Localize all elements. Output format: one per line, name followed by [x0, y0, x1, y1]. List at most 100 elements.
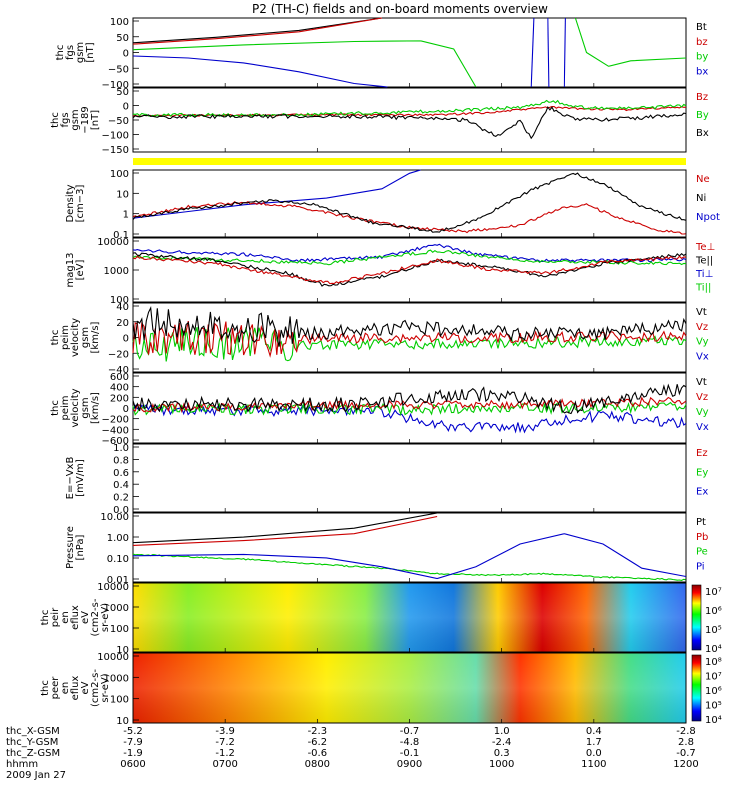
legend-entry: Vz — [696, 392, 708, 403]
x-tick-value: 1100 — [581, 759, 606, 770]
y-tick-label: 100 — [110, 624, 129, 635]
colorbar-tick-label: 10⁶ — [705, 686, 722, 697]
y-axis-label: peim — [60, 395, 71, 420]
spectrogram-shade — [133, 653, 686, 723]
colorbar-tick-label: 10⁴ — [705, 644, 722, 655]
y-tick-label: 50 — [116, 33, 129, 44]
x-tick-value: 0.0 — [586, 748, 602, 759]
x-tick-value: 1.0 — [494, 726, 510, 737]
legend-entry: Npot — [696, 212, 720, 223]
y-tick-label: 0.0 — [113, 505, 129, 516]
legend-entry: bz — [696, 37, 708, 48]
legend-entry: Pt — [696, 517, 706, 528]
y-axis-label: eV — [80, 611, 91, 624]
panel-2: 50 0 −50 −100 −150 thc fgs gsm −189 [nT] Bz By Bx — [50, 87, 709, 156]
legend-entry: Ni — [696, 193, 706, 204]
y-tick-label: 40 — [116, 302, 129, 313]
y-tick-label: 0 — [123, 404, 129, 415]
y-axis-label: Pressure — [65, 526, 76, 569]
x-tick-value: 0.3 — [494, 748, 510, 759]
y-axis-label: thc — [50, 400, 61, 416]
series-line — [133, 384, 686, 413]
colorbar-tick-label: 10⁸ — [705, 657, 722, 668]
y-tick-label: 1 — [123, 210, 129, 221]
x-tick-value: -2.8 — [676, 726, 696, 737]
series-line — [133, 101, 686, 117]
y-axis-label: [cm−3] — [75, 185, 86, 223]
series-line — [133, 107, 686, 117]
y-tick-label: 100 — [110, 295, 129, 306]
x-tick-value: -0.1 — [400, 748, 420, 759]
series-line — [133, 308, 686, 347]
y-axis-label: (cm2-s- — [90, 669, 101, 707]
y-tick-label: 100 — [110, 17, 129, 28]
y-tick-label: 0.2 — [113, 493, 129, 504]
y-axis-label: [nT] — [90, 110, 101, 130]
y-axis-label: [eV] — [75, 260, 86, 281]
y-tick-label: −600 — [102, 436, 129, 447]
y-axis-label: gsm — [80, 397, 91, 418]
legend-entry: By — [696, 110, 709, 121]
series-line — [133, 554, 686, 580]
y-tick-label: −100 — [102, 80, 129, 91]
y-axis-label: eflux — [70, 605, 81, 630]
y-axis-label: fgs — [65, 45, 76, 60]
legend-entry: Vt — [696, 307, 707, 318]
y-tick-label: −100 — [102, 131, 129, 142]
series-line — [548, 18, 549, 87]
series-line — [564, 18, 565, 87]
series-line — [531, 18, 534, 87]
legend-entry: Vy — [696, 337, 709, 348]
y-tick-label: 50 — [116, 87, 129, 98]
legend-entry: Vz — [696, 322, 708, 333]
y-tick-label: 400 — [110, 383, 129, 394]
x-row-label: thc_Z-GSM — [6, 748, 60, 759]
x-tick-value: -1.2 — [215, 748, 235, 759]
y-tick-label: 10000 — [97, 652, 129, 663]
quality-flag-bar — [133, 158, 686, 165]
y-axis-label: [km/s] — [90, 321, 101, 353]
y-tick-label: 1.00 — [107, 533, 129, 544]
x-tick-value: -6.2 — [308, 737, 328, 748]
y-axis-label: eflux — [70, 676, 81, 701]
x-tick-value: -1.9 — [123, 748, 143, 759]
x-tick-value: 1.7 — [586, 737, 602, 748]
colorbar-tick-label: 10⁷ — [705, 672, 722, 683]
y-axis-label: peim — [60, 325, 71, 350]
y-axis-label: gsm — [75, 42, 86, 63]
series-line — [133, 107, 686, 138]
legend-entry: Vt — [696, 377, 707, 388]
y-axis-label: sr-eV) — [100, 673, 111, 702]
y-axis-label: thc — [50, 112, 61, 128]
x-tick-value: 0900 — [397, 759, 422, 770]
legend-entry: bx — [696, 66, 708, 77]
y-axis-label: velocity — [70, 388, 81, 427]
y-axis-label: [mV/m] — [75, 459, 86, 497]
x-row-label: thc_X-GSM — [6, 726, 60, 737]
y-tick-label: 10 — [116, 716, 129, 727]
series-line — [133, 56, 387, 87]
x-tick-value: 0700 — [212, 759, 237, 770]
y-axis-label: en — [60, 611, 71, 624]
y-axis-label: eV — [80, 681, 91, 694]
x-tick-value: -4.8 — [400, 737, 420, 748]
series-line — [133, 250, 686, 265]
y-axis-label: [nT] — [85, 42, 96, 62]
series-line — [133, 398, 686, 412]
y-tick-label: −40 — [108, 365, 129, 376]
y-axis-label: Density — [65, 184, 76, 222]
series-line — [133, 202, 686, 234]
y-tick-label: 1000 — [104, 603, 129, 614]
figure-title: P2 (TH-C) fields and on-board moments ov… — [252, 2, 548, 16]
y-tick-label: 0.1 — [113, 230, 129, 241]
x-tick-value: -3.9 — [215, 726, 235, 737]
series-line — [133, 244, 686, 261]
y-tick-label: 10 — [116, 645, 129, 656]
legend-entry: Vy — [696, 407, 709, 418]
colorbar-tick-label: 10⁴ — [705, 715, 722, 726]
y-tick-label: 0.10 — [107, 554, 129, 565]
colorbar — [691, 584, 702, 651]
y-axis-label: peir — [50, 607, 61, 627]
